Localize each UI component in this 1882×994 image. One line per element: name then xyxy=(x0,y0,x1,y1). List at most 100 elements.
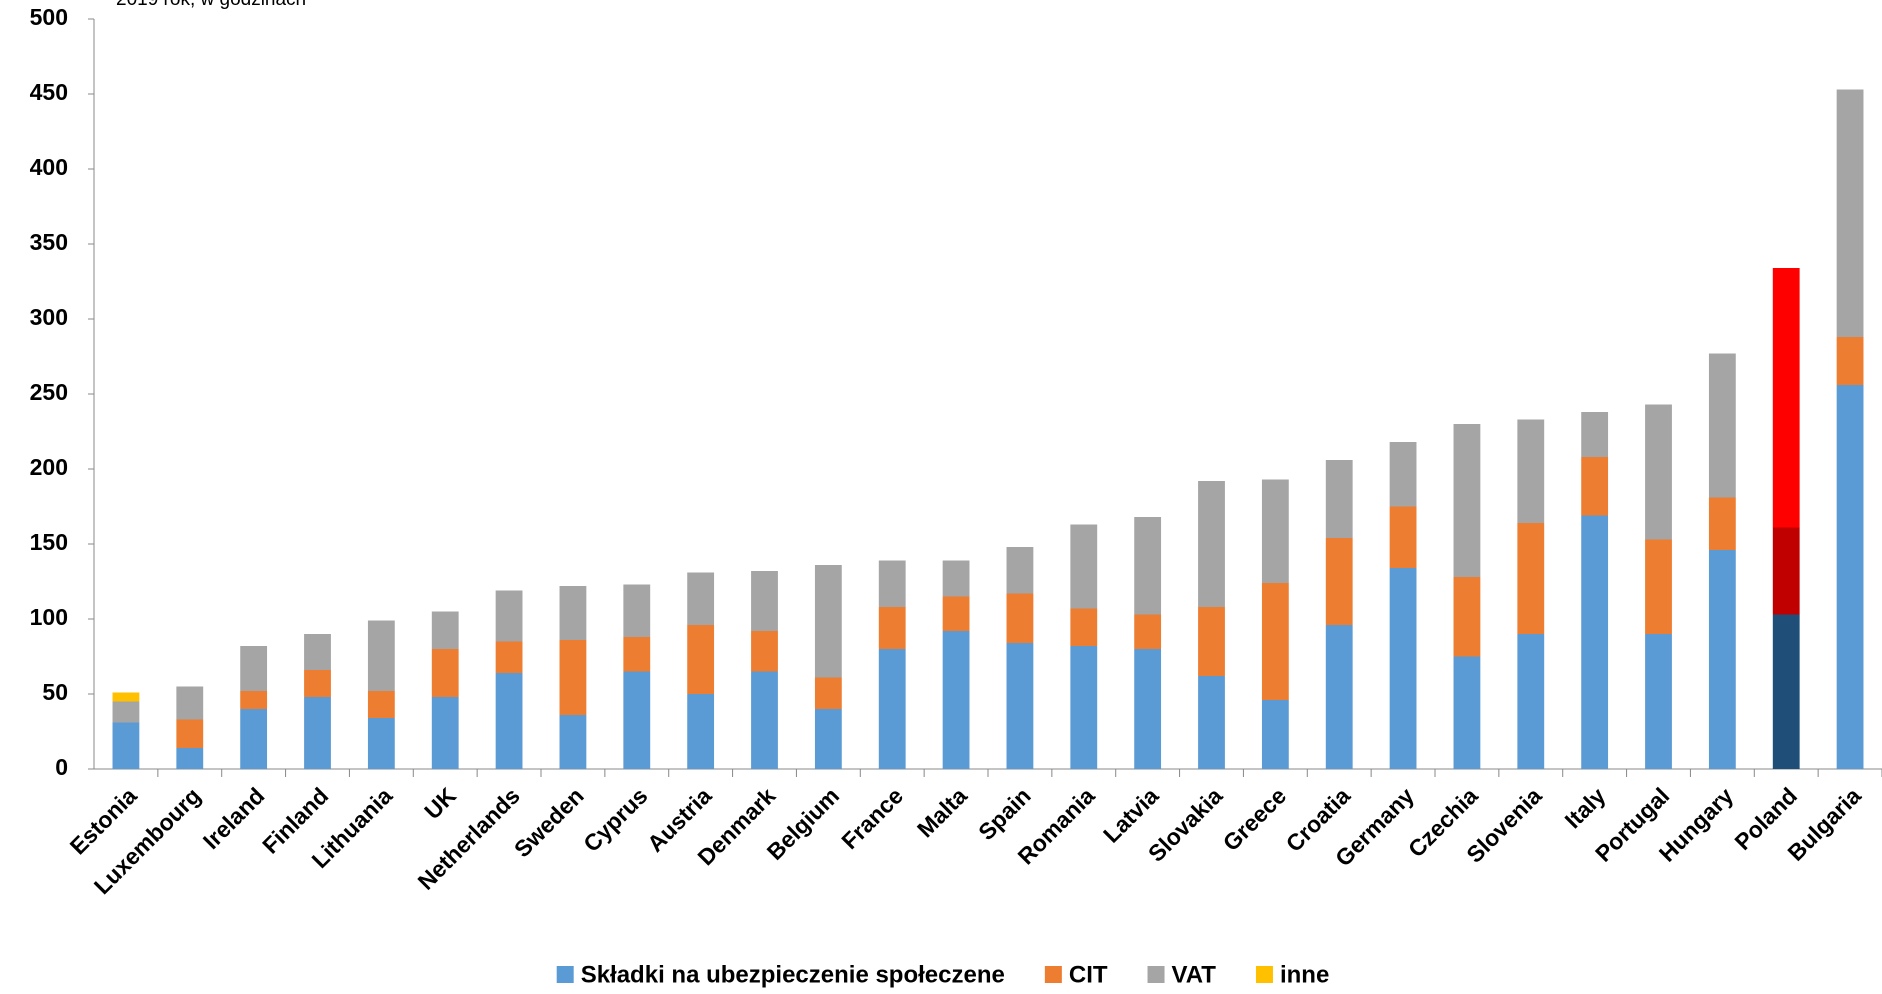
bar-segment xyxy=(240,691,268,709)
chart-subtitle: 2019 rok, w godzinach xyxy=(116,0,306,10)
bar-segment xyxy=(495,641,523,673)
y-tick-label: 200 xyxy=(30,454,68,480)
y-tick-label: 250 xyxy=(30,379,68,405)
bar-segment xyxy=(1006,643,1034,769)
bar-segment xyxy=(623,584,651,637)
bar-segment xyxy=(1453,577,1481,657)
bar-segment xyxy=(431,611,459,649)
bar-segment xyxy=(495,590,523,642)
legend-swatch xyxy=(1147,966,1165,983)
bar-segment xyxy=(1198,481,1225,607)
x-tick-label: Italy xyxy=(1560,782,1611,833)
bar-segment xyxy=(1517,419,1545,523)
bar-segment xyxy=(1325,625,1353,769)
bar-segment xyxy=(1261,700,1289,769)
bar-segment xyxy=(304,634,331,670)
legend-label: CIT xyxy=(1069,961,1108,988)
bar-segment xyxy=(687,694,715,769)
bar-segment xyxy=(112,701,140,723)
x-tick-label: Spain xyxy=(973,782,1036,845)
bar-segment xyxy=(751,571,778,631)
bar-segment xyxy=(1581,457,1609,516)
bar-segment xyxy=(1325,538,1353,625)
bar-segment xyxy=(240,646,268,691)
bar-segment xyxy=(751,631,778,672)
bar-segment xyxy=(623,637,651,672)
bar-segment xyxy=(1070,646,1098,769)
bar-segment xyxy=(1708,550,1736,769)
bar-segment xyxy=(942,596,970,631)
bar-segment xyxy=(1134,517,1162,615)
bar-segment xyxy=(1006,547,1034,594)
bar-segment xyxy=(176,686,204,720)
bar-segment xyxy=(1453,424,1481,577)
legend-swatch xyxy=(1044,966,1062,983)
bar-segment xyxy=(176,719,204,748)
bar-segment xyxy=(1134,649,1162,769)
bar-segment xyxy=(1708,353,1736,498)
y-tick-label: 0 xyxy=(55,754,68,780)
x-tick-label: Malta xyxy=(912,782,972,842)
bar-segment xyxy=(878,607,906,649)
bar-segment xyxy=(1836,89,1864,337)
bar-segment xyxy=(1325,460,1353,538)
bar-segment xyxy=(1772,527,1800,615)
x-tick-label: Greece xyxy=(1218,782,1292,856)
bar-segment xyxy=(1070,524,1098,609)
bar-segment xyxy=(431,697,459,769)
legend-label: VAT xyxy=(1172,961,1217,988)
bar-segment xyxy=(942,560,970,597)
bar-segment xyxy=(623,671,651,769)
bar-segment xyxy=(814,709,842,769)
bar-segment xyxy=(1708,497,1736,550)
x-tick-label: UK xyxy=(419,782,461,824)
bar-segment xyxy=(687,625,715,694)
bar-segment xyxy=(878,649,906,769)
bar-segment xyxy=(1198,676,1225,769)
bar-segment xyxy=(176,748,204,769)
bar-segment xyxy=(1261,583,1289,700)
bar-segment xyxy=(1134,614,1162,649)
x-tick-label: Sweden xyxy=(509,782,589,862)
bar-segment xyxy=(1581,515,1609,769)
bar-segment xyxy=(1389,568,1417,769)
bar-segment xyxy=(814,565,842,678)
bar-segment xyxy=(1645,634,1672,769)
bar-segment xyxy=(1645,539,1672,634)
bar-segment xyxy=(814,677,842,709)
bar-segment xyxy=(1261,479,1289,583)
legend-label: Składki na ubezpieczenie społeczene xyxy=(581,961,1005,988)
bar-segment xyxy=(304,697,331,769)
bar-segment xyxy=(1389,506,1417,568)
y-tick-label: 100 xyxy=(30,604,68,630)
bar-segment xyxy=(1198,607,1225,676)
y-tick-label: 300 xyxy=(30,304,68,330)
x-tick-label: Cyprus xyxy=(578,782,652,856)
bar-segment xyxy=(112,722,140,769)
bar-segment xyxy=(495,673,523,769)
legend-label: inne xyxy=(1280,961,1329,988)
bar-segment xyxy=(559,586,587,640)
bar-segment xyxy=(240,709,268,769)
bar-segment xyxy=(1517,634,1545,769)
bar-segment xyxy=(1006,593,1034,643)
bar-segment xyxy=(1772,614,1800,769)
bar-segment xyxy=(1836,337,1864,385)
bar-segment xyxy=(878,560,906,607)
y-tick-label: 150 xyxy=(30,529,68,555)
y-tick-label: 350 xyxy=(30,229,68,255)
y-tick-label: 450 xyxy=(30,79,68,105)
bar-segment xyxy=(559,715,587,769)
bar-segment xyxy=(559,640,587,715)
x-tick-label: France xyxy=(836,782,908,854)
legend-swatch xyxy=(1255,966,1273,983)
bar-segment xyxy=(1645,404,1672,540)
bar-segment xyxy=(1389,442,1417,507)
bar-segment xyxy=(1772,268,1800,528)
bar-segment xyxy=(304,670,331,697)
legend-swatch xyxy=(556,966,574,983)
bar-segment xyxy=(112,692,140,702)
y-tick-label: 500 xyxy=(30,4,68,30)
bar-segment xyxy=(367,691,395,718)
